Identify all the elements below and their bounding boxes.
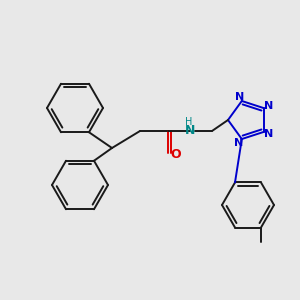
Text: N: N <box>235 92 244 102</box>
Text: N: N <box>264 101 273 111</box>
Text: O: O <box>171 148 181 161</box>
Text: N: N <box>264 129 273 139</box>
Text: H: H <box>185 117 193 127</box>
Text: N: N <box>234 138 243 148</box>
Text: N: N <box>185 124 195 136</box>
